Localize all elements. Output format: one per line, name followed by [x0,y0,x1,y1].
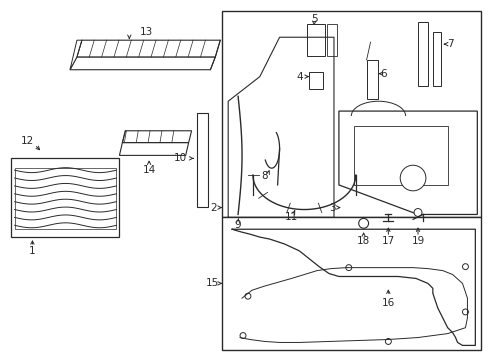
Bar [353,126,447,185]
Circle shape [385,338,390,345]
Polygon shape [70,40,81,70]
Circle shape [345,265,351,271]
Circle shape [358,219,368,228]
Circle shape [240,333,245,338]
Circle shape [462,264,468,270]
Text: 17: 17 [381,236,394,246]
Polygon shape [77,40,220,57]
Bar [11,158,119,237]
Text: 2: 2 [210,203,216,212]
Text: 18: 18 [356,236,369,246]
Text: 16: 16 [381,298,394,308]
Bar [308,72,323,89]
Circle shape [399,165,425,191]
Text: 6: 6 [379,69,386,79]
Text: 7: 7 [447,39,453,49]
Bar [222,217,480,350]
Text: 19: 19 [410,236,424,246]
Text: 5: 5 [310,14,317,23]
Bar [196,113,208,207]
Text: 14: 14 [142,165,155,175]
Bar [326,24,336,56]
Text: 11: 11 [284,212,298,222]
Bar [306,24,325,56]
Text: 12: 12 [21,136,34,145]
Bar [222,11,480,217]
Bar [432,32,440,86]
Circle shape [413,208,421,216]
Polygon shape [122,131,191,143]
Text: 8: 8 [261,171,267,181]
Text: 10: 10 [174,153,187,163]
Text: 15: 15 [205,278,219,288]
Bar [366,60,378,99]
Text: 9: 9 [234,220,241,230]
Polygon shape [70,57,215,70]
Bar [417,22,427,86]
Circle shape [462,309,468,315]
Text: 1: 1 [29,246,36,256]
Circle shape [244,293,250,299]
Text: 13: 13 [139,27,152,37]
Text: 4: 4 [295,72,302,82]
Polygon shape [119,143,188,156]
Bar [15,168,116,229]
Text: 3: 3 [328,203,335,212]
Polygon shape [338,111,476,215]
